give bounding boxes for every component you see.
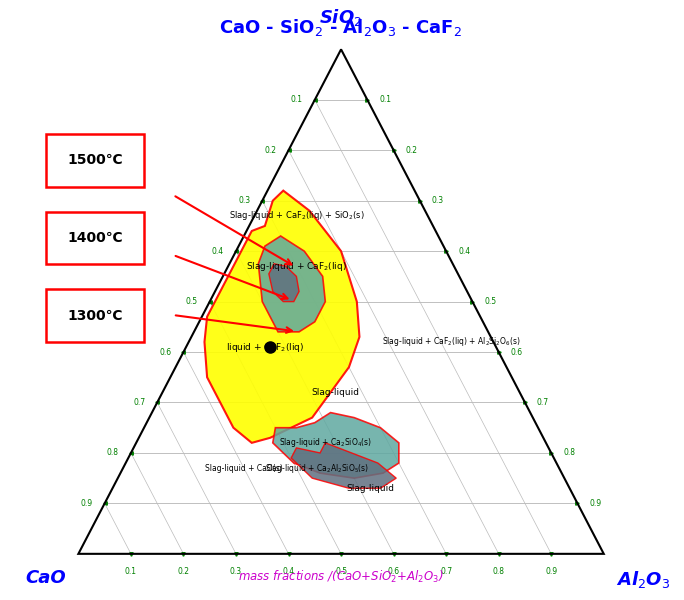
FancyBboxPatch shape	[46, 212, 144, 264]
Text: 0.2: 0.2	[406, 146, 417, 155]
Text: mass fractions /(CaO+SiO$_2$+Al$_2$O$_3$): mass fractions /(CaO+SiO$_2$+Al$_2$O$_3$…	[238, 569, 444, 586]
Text: 1500℃: 1500℃	[67, 154, 122, 167]
Text: Slag-liquid + Ca$_2$Al$_2$SiO$_5$(s): Slag-liquid + Ca$_2$Al$_2$SiO$_5$(s)	[265, 461, 369, 475]
Text: Slag-liquid + CaF$_2$(liq) + Al$_2$Si$_2$O$_6$(s): Slag-liquid + CaF$_2$(liq) + Al$_2$Si$_2…	[382, 335, 521, 349]
Text: 0.6: 0.6	[159, 347, 172, 356]
Text: CaO: CaO	[26, 569, 66, 587]
Text: 0.3: 0.3	[432, 196, 444, 205]
Text: 0.8: 0.8	[107, 448, 119, 457]
Text: 0.8: 0.8	[492, 567, 505, 576]
Text: Slag-liquid: Slag-liquid	[346, 484, 394, 493]
Text: liquid + CaF$_2$(liq): liquid + CaF$_2$(liq)	[226, 341, 304, 353]
FancyBboxPatch shape	[46, 289, 144, 342]
Text: 0.7: 0.7	[440, 567, 452, 576]
FancyBboxPatch shape	[46, 134, 144, 187]
Text: 0.1: 0.1	[125, 567, 137, 576]
Text: 0.5: 0.5	[185, 297, 198, 306]
Text: Slag-liquid: Slag-liquid	[312, 388, 360, 397]
Polygon shape	[205, 191, 360, 443]
Polygon shape	[269, 264, 299, 302]
Text: 0.5: 0.5	[484, 297, 497, 306]
Text: Al$_2$O$_3$: Al$_2$O$_3$	[616, 569, 670, 590]
Text: 0.4: 0.4	[282, 567, 295, 576]
Text: 0.9: 0.9	[545, 567, 557, 576]
Text: 0.2: 0.2	[177, 567, 189, 576]
Text: Slag-liquid + CaO(s): Slag-liquid + CaO(s)	[205, 464, 282, 473]
Text: 0.4: 0.4	[458, 247, 470, 256]
Text: CaO - SiO$_2$ - Al$_2$O$_3$ - CaF$_2$: CaO - SiO$_2$ - Al$_2$O$_3$ - CaF$_2$	[220, 17, 462, 38]
Text: 0.7: 0.7	[133, 398, 145, 407]
Text: 0.7: 0.7	[537, 398, 549, 407]
Text: 0.8: 0.8	[563, 448, 575, 457]
Text: 0.6: 0.6	[511, 347, 523, 356]
Text: Slag-liquid + CaF$_2$(liq): Slag-liquid + CaF$_2$(liq)	[246, 260, 347, 273]
Text: SiO$_2$: SiO$_2$	[319, 7, 363, 28]
Text: 1300℃: 1300℃	[67, 308, 122, 323]
Text: 0.9: 0.9	[590, 499, 601, 508]
Text: 0.1: 0.1	[291, 95, 303, 104]
Text: 1400℃: 1400℃	[67, 231, 122, 245]
Text: Slag-liquid + CaF$_2$(liq) + SiO$_2$(s): Slag-liquid + CaF$_2$(liq) + SiO$_2$(s)	[228, 209, 364, 223]
Text: 0.5: 0.5	[335, 567, 347, 576]
Text: 0.3: 0.3	[230, 567, 242, 576]
Text: 0.6: 0.6	[388, 567, 399, 576]
Text: 0.9: 0.9	[81, 499, 93, 508]
Polygon shape	[291, 443, 396, 488]
Text: 0.1: 0.1	[379, 95, 391, 104]
Text: 0.3: 0.3	[238, 196, 250, 205]
Text: Slag-liquid + Ca$_2$SiO$_4$(s): Slag-liquid + Ca$_2$SiO$_4$(s)	[279, 436, 372, 449]
Text: 0.2: 0.2	[265, 146, 276, 155]
Text: 0.4: 0.4	[212, 247, 224, 256]
Polygon shape	[259, 236, 326, 332]
Polygon shape	[273, 413, 399, 478]
